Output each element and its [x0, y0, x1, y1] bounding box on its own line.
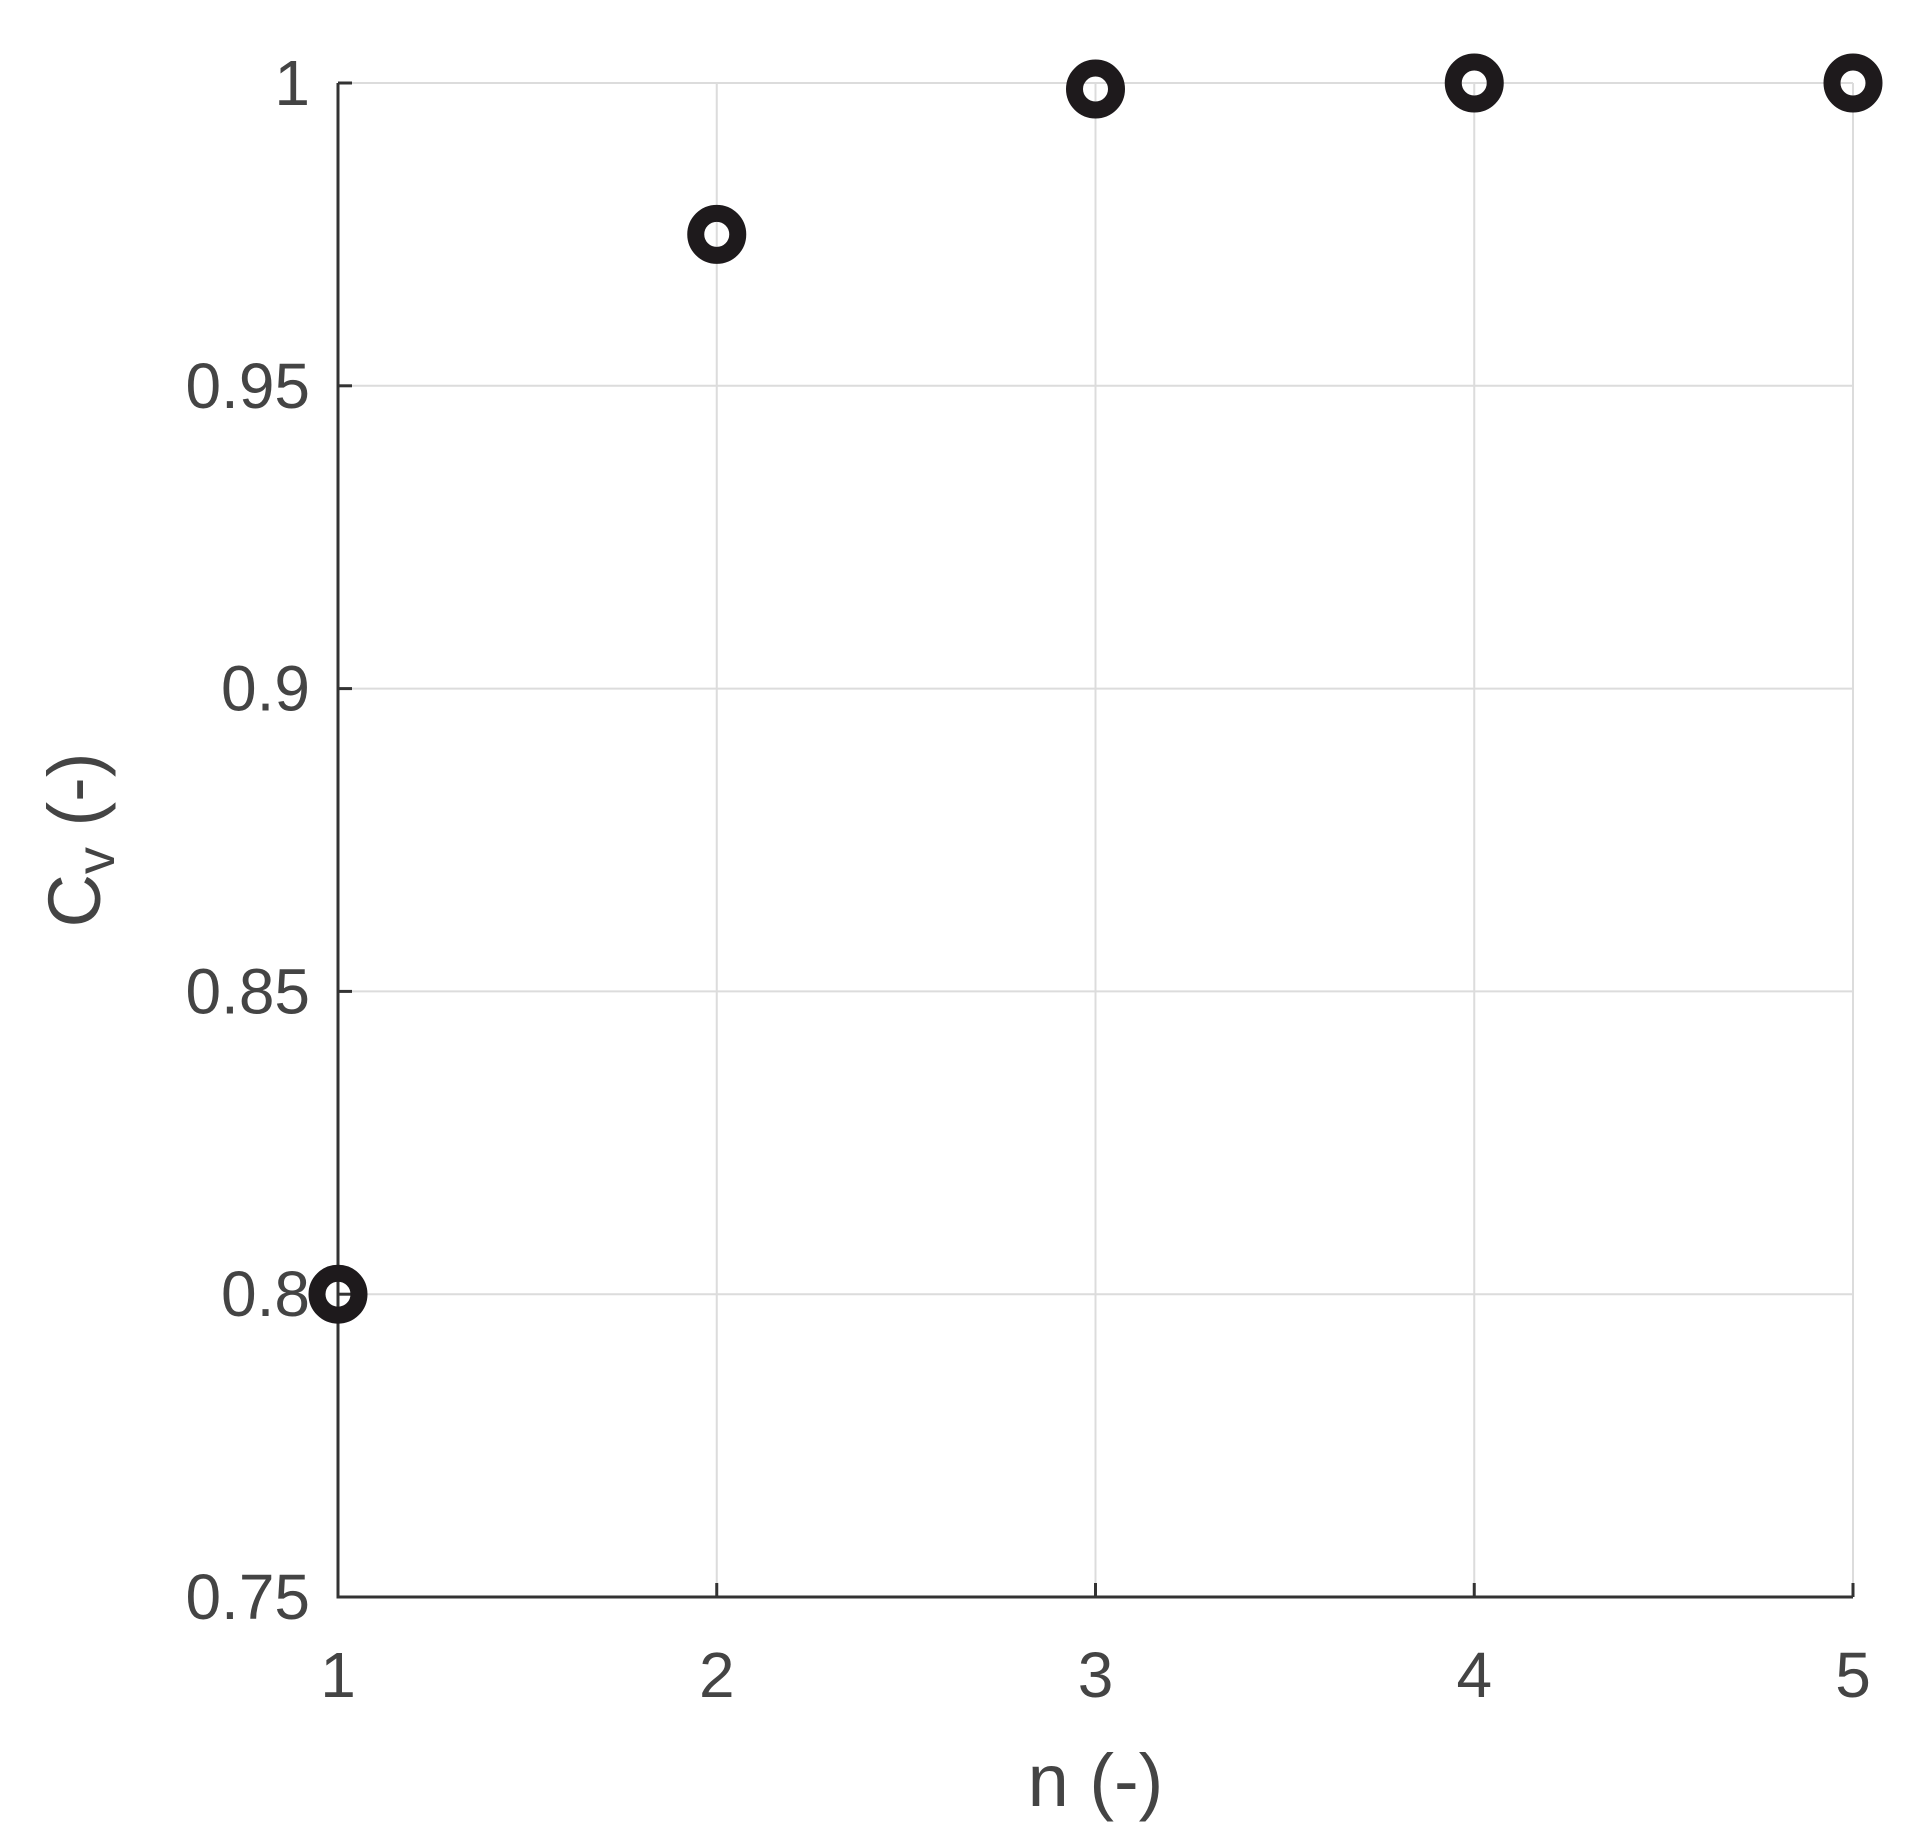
grid [337, 82, 1854, 1598]
y-axis-label-unit: (-) [33, 753, 116, 848]
y-tick-label: 0.95 [185, 350, 310, 422]
data-point [1444, 53, 1504, 113]
y-axis-label-subscript: v [66, 847, 126, 874]
x-tick-label: 4 [1456, 1639, 1492, 1711]
data-point [1066, 59, 1125, 119]
y-tick-label: 0.9 [221, 653, 310, 725]
data-point [1823, 53, 1883, 113]
x-tick-label: 2 [699, 1639, 735, 1711]
x-tick-label: 5 [1835, 1639, 1871, 1711]
x-axis-label: n (-) [1028, 1739, 1164, 1822]
y-tick-label: 1 [274, 47, 310, 119]
x-tick-label: 1 [320, 1639, 356, 1711]
y-axis-label-main: C [33, 874, 116, 927]
data-point [687, 204, 747, 264]
data-point [308, 1264, 368, 1324]
y-tick-label: 0.8 [221, 1258, 310, 1330]
y-tick-label: 0.75 [185, 1561, 310, 1633]
y-axis-ticks: 0.75 0.8 0.85 0.9 0.95 1 [185, 47, 352, 1633]
x-axis-ticks: 1 2 3 4 5 [320, 1583, 1871, 1711]
x-tick-label: 3 [1078, 1639, 1114, 1711]
y-axis-label: Cv (-) [33, 753, 126, 928]
data-points [308, 53, 1883, 1324]
y-tick-label: 0.85 [185, 955, 310, 1027]
